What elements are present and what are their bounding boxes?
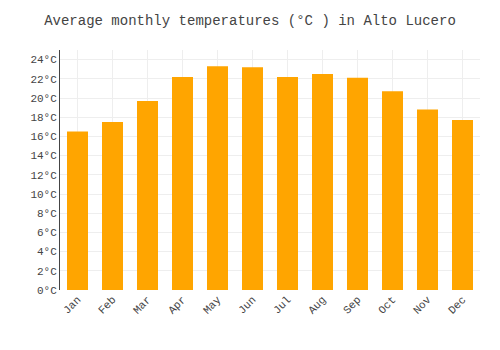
- svg-text:12°C: 12°C: [30, 170, 57, 182]
- svg-text:Jun: Jun: [236, 294, 258, 316]
- svg-text:16°C: 16°C: [30, 131, 57, 143]
- svg-text:24°C: 24°C: [30, 54, 57, 66]
- svg-text:Apr: Apr: [166, 294, 188, 316]
- svg-text:4°C: 4°C: [37, 246, 57, 258]
- svg-text:Aug: Aug: [306, 294, 328, 316]
- svg-text:10°C: 10°C: [30, 189, 57, 201]
- svg-text:20°C: 20°C: [30, 93, 57, 105]
- svg-text:Jul: Jul: [271, 294, 293, 316]
- svg-text:Jan: Jan: [61, 294, 83, 316]
- svg-text:Feb: Feb: [96, 294, 118, 316]
- svg-text:6°C: 6°C: [37, 227, 57, 239]
- svg-text:0°C: 0°C: [37, 285, 57, 297]
- svg-text:14°C: 14°C: [30, 150, 57, 162]
- svg-text:8°C: 8°C: [37, 208, 57, 220]
- svg-text:2°C: 2°C: [37, 266, 57, 278]
- svg-text:Nov: Nov: [411, 294, 434, 317]
- svg-text:Mar: Mar: [131, 294, 153, 316]
- svg-text:18°C: 18°C: [30, 112, 57, 124]
- svg-text:22°C: 22°C: [30, 74, 57, 86]
- svg-text:May: May: [201, 294, 224, 317]
- svg-text:Oct: Oct: [376, 294, 398, 316]
- svg-text:Average monthly temperatures (: Average monthly temperatures (°C ) in Al…: [44, 13, 456, 29]
- svg-text:Sep: Sep: [341, 294, 363, 316]
- svg-text:Dec: Dec: [446, 294, 468, 316]
